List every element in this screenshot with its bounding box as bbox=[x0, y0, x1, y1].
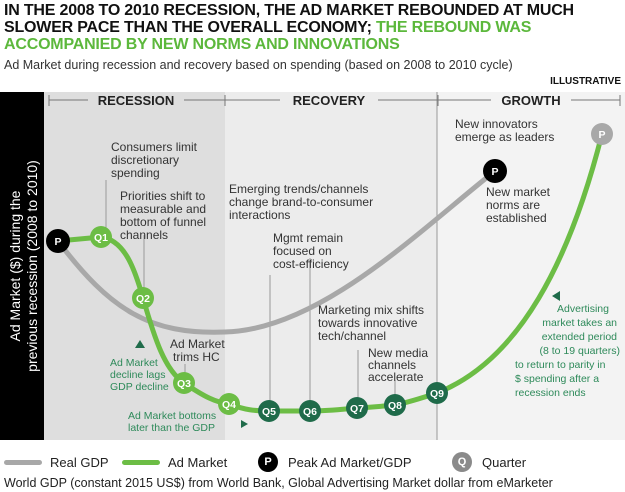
svg-text:Q3: Q3 bbox=[177, 378, 191, 390]
quarter-icon: Q bbox=[452, 452, 472, 472]
quarter-q5: Q5 bbox=[258, 400, 280, 422]
phase-recession: RECESSION bbox=[98, 93, 175, 108]
legend-label: Peak Ad Market/GDP bbox=[288, 454, 412, 470]
annotation-mix: Marketing mix shifts towards innovative te… bbox=[318, 303, 424, 343]
legend-label: Real GDP bbox=[50, 454, 109, 470]
headline-black: IN THE 2008 TO 2010 RECESSION, THE AD MA… bbox=[4, 2, 574, 36]
legend-label: Quarter bbox=[482, 454, 527, 470]
y-axis-label-1: Ad Market ($) during the bbox=[7, 190, 23, 341]
quarter-q3: Q3 bbox=[173, 372, 195, 394]
green-line-swatch bbox=[122, 459, 160, 465]
svg-text:Q1: Q1 bbox=[94, 232, 108, 244]
svg-text:P: P bbox=[598, 129, 605, 141]
peak-icon: P bbox=[258, 452, 278, 472]
gray-line-swatch bbox=[4, 459, 42, 465]
real-gdp-line bbox=[56, 169, 497, 335]
annotation-media: New media channels accelerate bbox=[368, 346, 428, 384]
phase-recovery: RECOVERY bbox=[293, 93, 366, 108]
illustrative-tag: ILLUSTRATIVE bbox=[550, 76, 621, 87]
annotation-norms: New market norms are established bbox=[486, 185, 551, 225]
y-axis-label-2: previous recession (2008 to 2010) bbox=[24, 160, 40, 372]
headline-green: THE REBOUND WAS ACCOMPANIED BY NEW NORMS… bbox=[4, 19, 532, 53]
peak-marker-start: P bbox=[46, 229, 70, 253]
peak-marker-gdp: P bbox=[483, 159, 507, 183]
legend: Real GDP Ad Market P Peak Ad Market/GDP Q… bbox=[0, 452, 625, 472]
legend-quarter: Q Quarter bbox=[452, 452, 526, 472]
phase-growth: GROWTH bbox=[501, 93, 560, 108]
growth-region bbox=[437, 92, 625, 440]
annotation-extended: Advertising market takes an extended perio… bbox=[539, 303, 620, 357]
legend-label: Ad Market bbox=[168, 454, 228, 470]
svg-text:Q2: Q2 bbox=[136, 293, 150, 305]
quarter-q2: Q2 bbox=[132, 287, 154, 309]
annotation-priorities: Priorities shift to measurable and bottom … bbox=[120, 189, 206, 242]
headline: IN THE 2008 TO 2010 RECESSION, THE AD MA… bbox=[4, 2, 624, 53]
subtitle: Ad Market during recession and recovery … bbox=[4, 58, 513, 72]
svg-text:Q8: Q8 bbox=[388, 400, 402, 412]
svg-text:Q9: Q9 bbox=[430, 388, 444, 400]
svg-text:P: P bbox=[491, 166, 498, 178]
svg-text:Q7: Q7 bbox=[350, 403, 364, 415]
right-arrow-icon bbox=[241, 420, 248, 428]
quarter-q4: Q4 bbox=[218, 393, 240, 415]
peak-marker-end: P bbox=[591, 123, 613, 145]
quarter-q7: Q7 bbox=[346, 397, 368, 419]
source-footnote: World GDP (constant 2015 US$) from World… bbox=[4, 476, 553, 490]
left-arrow-icon bbox=[552, 291, 560, 301]
annotation-parity: to return to parity in $ spending after a… bbox=[515, 359, 606, 399]
legend-peak: P Peak Ad Market/GDP bbox=[258, 452, 412, 472]
annotation-mgmt: Mgmt remain focused on cost-efficiency bbox=[273, 231, 349, 271]
legend-ad-market: Ad Market bbox=[122, 452, 227, 472]
recovery-region bbox=[225, 92, 437, 440]
svg-text:Q6: Q6 bbox=[303, 406, 317, 418]
annotation-bottoms: Ad Market bottoms later than the GDP bbox=[128, 410, 216, 434]
legend-real-gdp: Real GDP bbox=[4, 452, 109, 472]
annotation-trims: Ad Market trims HC bbox=[170, 337, 225, 364]
svg-text:P: P bbox=[54, 236, 61, 248]
quarter-q8: Q8 bbox=[384, 394, 406, 416]
annotation-lags: Ad Market decline lags GDP decline bbox=[110, 357, 169, 393]
annotation-innovators: New innovators emerge as leaders bbox=[455, 117, 554, 144]
up-arrow-icon bbox=[135, 340, 145, 348]
svg-text:Q5: Q5 bbox=[262, 406, 276, 418]
quarter-q6: Q6 bbox=[299, 400, 321, 422]
y-axis-band bbox=[0, 92, 44, 440]
annotation-consumers: Consumers limit discretionary spending bbox=[111, 140, 198, 180]
leader-lines bbox=[105, 180, 396, 401]
quarter-q9: Q9 bbox=[426, 382, 448, 404]
annotation-emerging: Emerging trends/channels change brand-to-… bbox=[229, 182, 373, 222]
quarter-q1: Q1 bbox=[90, 226, 112, 248]
svg-text:Q4: Q4 bbox=[222, 399, 236, 411]
